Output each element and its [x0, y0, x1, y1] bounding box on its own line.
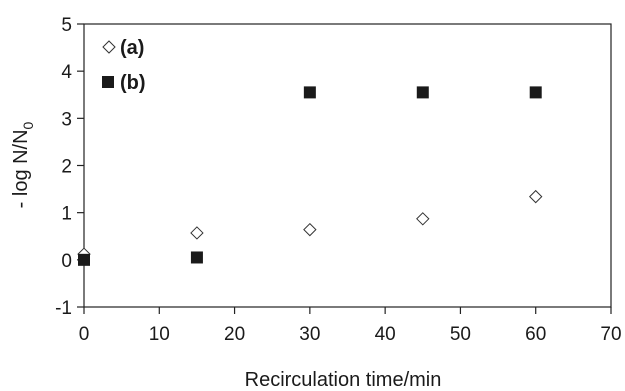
x-tick-label: 0 — [79, 324, 90, 345]
legend-marker-a — [102, 40, 116, 54]
legend-item-b: (b) — [102, 72, 146, 94]
x-tick-label: 40 — [375, 324, 396, 345]
point-series-a — [416, 212, 430, 226]
point-series-a — [303, 222, 317, 237]
y-tick-label: 1 — [61, 204, 72, 225]
point-series-b — [190, 251, 203, 264]
point-series-b — [529, 86, 542, 99]
legend: (a) (b) — [102, 37, 146, 94]
x-tick-label: 20 — [224, 324, 245, 345]
legend-marker-b — [102, 76, 114, 88]
point-series-b — [78, 253, 90, 266]
x-tick-label: 50 — [450, 324, 471, 345]
y-axis-title-subscript: 0 — [20, 121, 36, 129]
y-tick-label: 3 — [61, 109, 72, 130]
point-series-a — [529, 189, 543, 204]
plot-area-frame — [83, 23, 612, 308]
legend-label-a: (a) — [120, 37, 144, 59]
y-tick-label: 5 — [61, 15, 72, 36]
x-axis-ticks: 0 10 20 30 40 50 60 70 — [79, 307, 622, 345]
point-series-a — [190, 226, 204, 240]
x-tick-label: 30 — [299, 324, 320, 345]
x-axis-title: Recirculation time/min — [245, 369, 442, 391]
y-tick-label: -1 — [55, 298, 72, 319]
y-axis-title: - log N/N0 — [10, 121, 36, 208]
x-tick-label: 70 — [600, 324, 621, 345]
y-axis-title-main: - log N/N — [10, 129, 32, 208]
x-tick-label: 10 — [149, 324, 170, 345]
point-series-b — [303, 86, 316, 99]
legend-label-b: (b) — [120, 72, 146, 94]
point-series-b — [416, 86, 429, 99]
y-tick-label: 0 — [61, 251, 72, 272]
x-tick-label: 60 — [525, 324, 546, 345]
legend-item-a: (a) — [102, 37, 144, 59]
data-points — [77, 86, 543, 266]
y-tick-label: 4 — [61, 62, 72, 83]
y-axis-ticks: -1 0 1 2 3 4 5 — [55, 15, 84, 319]
y-tick-label: 2 — [61, 157, 72, 178]
